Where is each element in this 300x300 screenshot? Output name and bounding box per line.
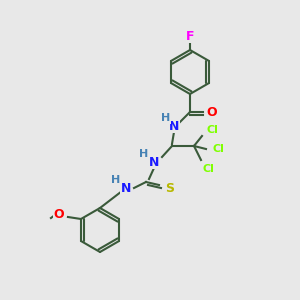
Text: Cl: Cl (212, 144, 224, 154)
Text: Cl: Cl (206, 125, 218, 135)
Text: Cl: Cl (202, 164, 214, 174)
Text: N: N (149, 155, 159, 169)
Text: F: F (186, 29, 194, 43)
Text: H: H (140, 149, 148, 159)
Text: H: H (111, 175, 121, 185)
Text: O: O (207, 106, 217, 119)
Text: H: H (161, 113, 171, 123)
Text: S: S (166, 182, 175, 194)
Text: O: O (54, 208, 64, 221)
Text: N: N (169, 119, 179, 133)
Text: N: N (121, 182, 131, 194)
